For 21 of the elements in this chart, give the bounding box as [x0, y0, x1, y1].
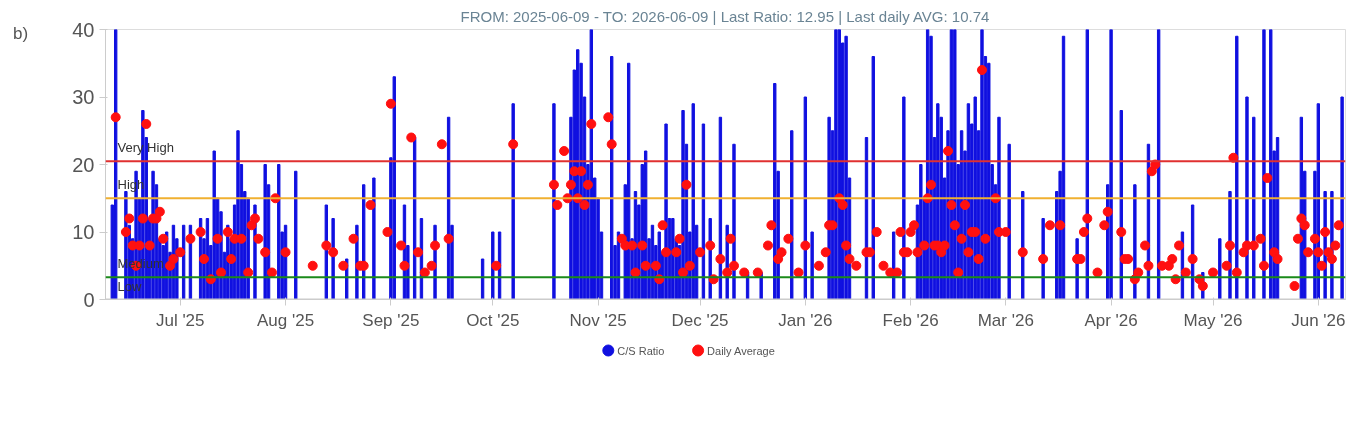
x-tick-label: Sep '25	[362, 310, 420, 330]
y-tick-label: 0	[83, 288, 95, 311]
y-tick-label: 40	[72, 18, 95, 41]
x-tick-label: May '26	[1183, 310, 1243, 330]
x-tick-label: Apr '26	[1084, 310, 1138, 330]
x-tick-label: Feb '26	[882, 310, 939, 330]
x-tick-label: Dec '25	[671, 310, 729, 330]
x-tick-label: Aug '25	[256, 310, 315, 330]
x-tick-label: Oct '25	[466, 310, 520, 330]
y-tick-label: 20	[72, 153, 95, 176]
chart-title: FROM: 2025-06-09 - TO: 2026-06-09 | Last Ratio: 12.95 | Last daily AVG: 10.74	[460, 7, 990, 25]
y-tick-label: 10	[72, 221, 95, 243]
x-tick-label: Jan '26	[778, 310, 833, 330]
x-tick-label: Jul '25	[155, 310, 205, 330]
x-tick-label: Jun '26	[1291, 310, 1346, 330]
legend-label: Daily Average	[707, 344, 775, 357]
y-tick-label: 30	[72, 86, 95, 108]
text: b)	[13, 23, 29, 45]
x-tick-label: Mar '26	[977, 310, 1034, 330]
legend-label: C/S Ratio	[617, 344, 665, 357]
x-tick-label: Nov '25	[569, 310, 627, 330]
